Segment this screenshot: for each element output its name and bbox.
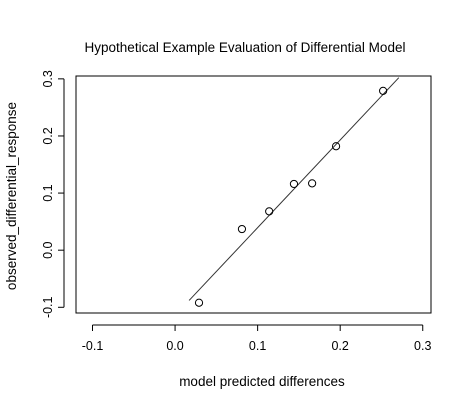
- y-tick-label: 0.0: [41, 241, 55, 258]
- y-axis: -0.1 0.0 0.1 0.2 0.3: [41, 70, 65, 318]
- plot-area: [188, 77, 400, 307]
- chart-title: Hypothetical Example Evaluation of Diffe…: [85, 40, 406, 55]
- fit-line: [188, 77, 400, 301]
- data-point: [237, 224, 247, 234]
- data-point: [194, 298, 204, 307]
- x-axis-label: model predicted differences: [179, 374, 345, 389]
- x-axis: -0.1 0.0 0.1 0.2 0.3: [82, 324, 431, 353]
- data-point: [379, 86, 388, 95]
- plot-frame: [75, 75, 432, 314]
- x-tick-label: 0.3: [414, 339, 431, 353]
- data-point: [289, 179, 299, 189]
- y-axis-label: observed_differential_response: [4, 102, 19, 290]
- y-tick-label: 0.1: [41, 184, 55, 201]
- y-tick-label: -0.1: [41, 296, 55, 318]
- x-tick-label: 0.1: [249, 339, 266, 353]
- y-tick-label: 0.3: [41, 70, 55, 87]
- x-tick-label: 0.2: [331, 339, 348, 353]
- data-point: [265, 207, 274, 216]
- data-point: [308, 179, 317, 188]
- x-tick-label: -0.1: [82, 339, 104, 353]
- data-point: [331, 142, 341, 151]
- y-tick-label: 0.2: [41, 127, 55, 144]
- x-tick-label: 0.0: [166, 339, 183, 353]
